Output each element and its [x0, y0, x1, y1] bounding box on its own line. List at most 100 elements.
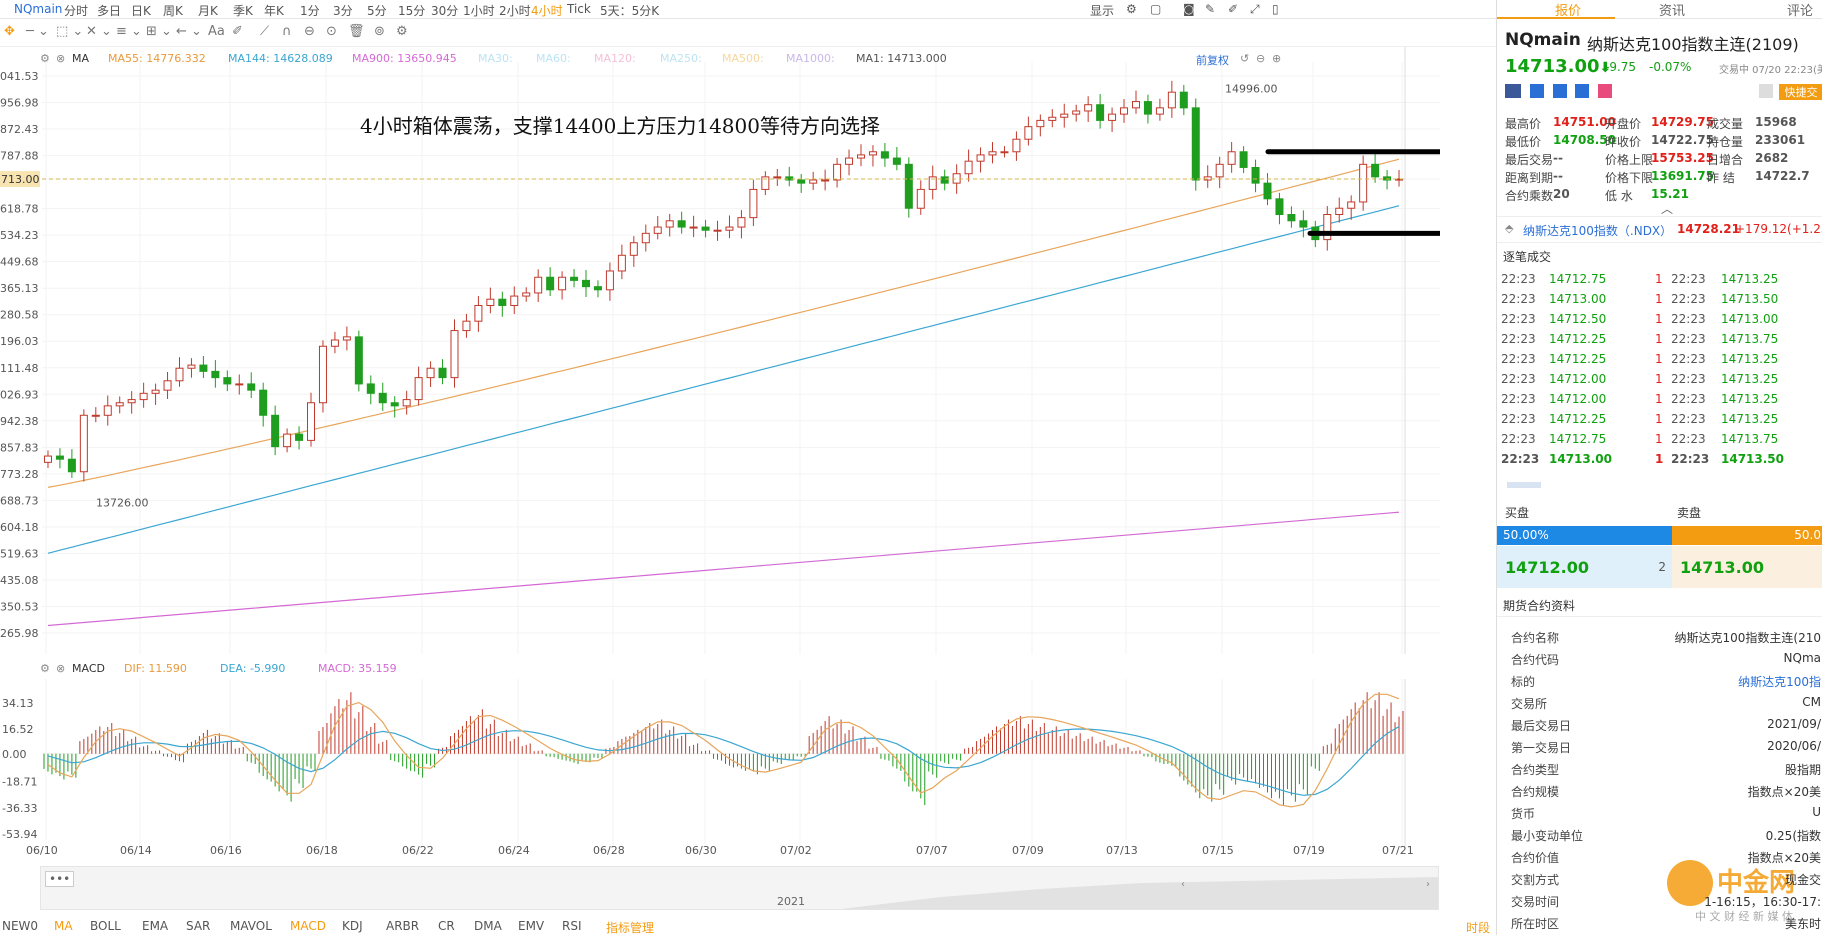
indicator-tab-4[interactable]: SAR — [186, 919, 211, 933]
period-4[interactable]: 月K — [198, 4, 218, 18]
period-16[interactable]: 5天：5分K — [600, 4, 660, 18]
gear-icon[interactable]: ⚙ — [40, 662, 50, 675]
tick-cell: 1 — [1655, 452, 1664, 466]
navigator-bar[interactable]: ••• ‹ › 2021 — [40, 866, 1439, 910]
profile-icon[interactable] — [1552, 84, 1567, 98]
crosshair-icon[interactable]: ✥ — [4, 24, 15, 39]
undo-icon[interactable]: ↺ — [1240, 52, 1250, 65]
indicator-tab-8[interactable]: ARBR — [386, 919, 420, 933]
indicator-tab-13[interactable]: 指标管理 — [606, 921, 655, 935]
adjust-label[interactable]: 前复权 — [1196, 54, 1229, 67]
symbol-label[interactable]: NQmain — [14, 2, 63, 16]
heart-icon[interactable] — [1598, 84, 1613, 98]
period-12[interactable]: 1小时 — [463, 4, 495, 18]
session-tab[interactable]: 时段 — [1466, 921, 1491, 935]
nav-right-icon[interactable]: › — [1426, 879, 1430, 890]
tab-news[interactable]: 资讯 — [1659, 4, 1686, 19]
navigator-handle[interactable]: ••• — [45, 871, 75, 887]
gear-icon[interactable]: ⚙ — [40, 52, 50, 65]
ma-label[interactable]: MA — [72, 52, 90, 65]
period-7[interactable]: 1分 — [300, 4, 320, 18]
camera-icon[interactable]: ◙ — [1183, 2, 1195, 16]
period-14[interactable]: 4小时 — [531, 4, 563, 18]
zoom-out-icon[interactable]: ⊖ — [1256, 52, 1266, 65]
edit-icon[interactable]: ✎ — [1205, 2, 1216, 16]
indicator-tab-3[interactable]: EMA — [142, 919, 169, 933]
nav-left-icon[interactable]: ‹ — [1181, 879, 1185, 890]
panel-icon[interactable]: ▯ — [1272, 2, 1279, 16]
y-tick-label-left: 534.23 — [0, 229, 39, 242]
layout-icon[interactable]: ▢ — [1150, 2, 1162, 16]
bell-icon[interactable] — [1759, 84, 1773, 98]
trash-icon[interactable]: 🗑 — [348, 24, 365, 39]
tab-quote[interactable]: 报价 — [1555, 4, 1582, 19]
text-tool-icon[interactable]: Aa — [208, 24, 225, 39]
tick-scroll[interactable] — [1507, 482, 1541, 488]
close-icon[interactable]: ⊗ — [56, 52, 66, 65]
period-1[interactable]: 多日 — [97, 4, 122, 18]
lightning-icon[interactable] — [1529, 84, 1544, 98]
period-15[interactable]: Tick — [567, 2, 591, 16]
pencil-icon[interactable]: ⟋ — [260, 24, 270, 39]
indicator-tab-2[interactable]: BOLL — [90, 919, 121, 933]
quote-key: 最低价 — [1505, 135, 1542, 149]
rect-tool-icon[interactable]: ⬚ ⌄ — [56, 24, 84, 39]
period-3[interactable]: 周K — [163, 4, 183, 18]
fork-tool-icon[interactable]: ✕ ⌄ — [86, 24, 112, 39]
period-11[interactable]: 30分 — [431, 4, 459, 18]
candle — [1323, 214, 1332, 241]
doc-icon[interactable] — [1575, 84, 1590, 98]
indicator-tab-6[interactable]: MACD — [290, 919, 326, 933]
fib-tool-icon[interactable]: ⊞ ⌄ — [146, 24, 172, 39]
period-6[interactable]: 年K — [264, 4, 284, 18]
collapse-icon[interactable]: ︿ — [1661, 202, 1674, 216]
period-2[interactable]: 日K — [131, 4, 151, 18]
period-8[interactable]: 3分 — [333, 4, 353, 18]
candle — [534, 276, 543, 294]
tick-cell: 1 — [1655, 372, 1663, 386]
period-13[interactable]: 2小时 — [499, 4, 531, 18]
indicator-tab-5[interactable]: MAVOL — [230, 919, 272, 933]
x-tick-label: 06/30 — [685, 844, 717, 857]
candle — [1215, 163, 1224, 178]
macd-chart[interactable]: 34.1334.1316.5216.520.000.00-18.71-18.71… — [0, 679, 1440, 847]
macd-label[interactable]: MACD — [72, 662, 105, 675]
lock-icon[interactable]: ⊙ — [326, 24, 337, 39]
channel-tool-icon[interactable]: ≡ ⌄ — [116, 24, 142, 39]
magnet-icon[interactable]: ∩ — [282, 24, 292, 39]
close-icon[interactable]: ⊗ — [56, 662, 66, 675]
indicator-tab-9[interactable]: CR — [438, 919, 455, 933]
candle — [486, 298, 495, 306]
x-tick-label: 07/02 — [780, 844, 812, 857]
gear-icon[interactable]: ⚙ — [1126, 2, 1137, 16]
indicator-tab-11[interactable]: EMV — [518, 919, 545, 933]
indicator-tab-1[interactable]: MA — [54, 919, 73, 933]
zoom-in-icon[interactable]: ⊕ — [1272, 52, 1282, 65]
quick-trade-button[interactable]: 快捷交 — [1779, 84, 1822, 100]
settings-icon[interactable]: ⚙ — [396, 24, 408, 39]
indicator-tab-12[interactable]: RSI — [562, 919, 582, 933]
candlestick-chart[interactable]: 041.5315041.53956.9814956.98872.4314872.… — [0, 47, 1440, 654]
ask-box[interactable]: 14713.00 — [1672, 546, 1822, 588]
indicator-tab-7[interactable]: KDJ — [342, 919, 363, 933]
link-icon[interactable]: ⊖ — [304, 24, 315, 39]
period-0[interactable]: 分时 — [64, 4, 89, 18]
display-menu[interactable]: 显示 — [1090, 4, 1115, 18]
line-tool-icon[interactable]: ─ ⌄ — [26, 24, 49, 39]
fullscreen-icon[interactable]: ⤢ — [1250, 2, 1260, 16]
bid-box[interactable]: 14712.00 2 — [1497, 546, 1672, 588]
indicator-tab-10[interactable]: DMA — [474, 919, 502, 933]
pen-icon[interactable]: ✐ — [1228, 2, 1239, 16]
indicator-tab-0[interactable]: NEW0 — [2, 919, 39, 933]
arrow-tool-icon[interactable]: ← ⌄ — [176, 24, 202, 39]
eraser-icon[interactable]: ✐ — [232, 24, 243, 39]
period-10[interactable]: 15分 — [398, 4, 426, 18]
tick-cell: 14712.00 — [1549, 372, 1607, 386]
eye-icon[interactable]: ⊚ — [374, 24, 385, 39]
quote-value: 14722.7 — [1755, 169, 1810, 183]
period-5[interactable]: 季K — [233, 4, 253, 18]
tab-comments[interactable]: 评论 — [1787, 4, 1814, 19]
candle — [115, 402, 124, 407]
period-9[interactable]: 5分 — [367, 4, 387, 18]
index-name[interactable]: 纳斯达克100指数（.NDX） — [1523, 224, 1673, 238]
